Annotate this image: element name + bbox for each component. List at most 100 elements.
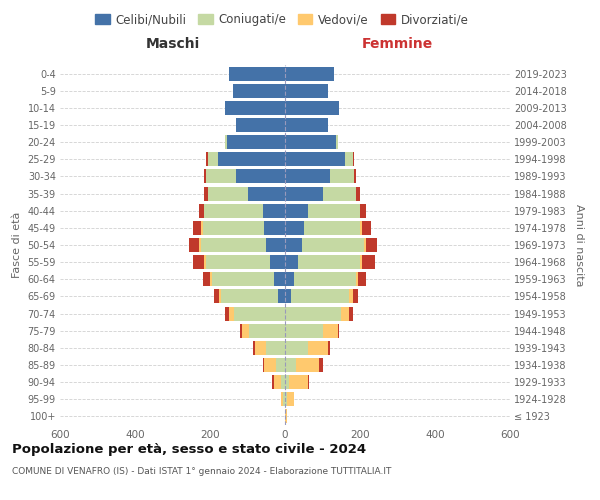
Bar [281,392,283,406]
Bar [360,204,365,218]
Bar [208,186,248,200]
Bar [253,341,255,355]
Bar [266,238,285,252]
Bar [218,152,285,166]
Bar [285,66,334,80]
Bar [353,290,358,304]
Bar [227,135,285,149]
Bar [356,186,360,200]
Bar [272,375,274,389]
Bar [236,170,285,183]
Bar [263,358,265,372]
Y-axis label: Fasce di età: Fasce di età [12,212,22,278]
Bar [225,306,229,320]
Bar [242,324,250,338]
Bar [225,101,285,115]
Bar [235,306,285,320]
Bar [203,272,210,286]
Bar [285,186,323,200]
Bar [205,204,263,218]
Bar [263,204,285,218]
Bar [349,306,353,320]
Bar [193,221,200,235]
Bar [353,152,355,166]
Bar [285,135,335,149]
Bar [285,84,328,98]
Bar [220,290,221,304]
Bar [199,238,200,252]
Bar [304,221,360,235]
Bar [285,324,323,338]
Bar [229,306,235,320]
Bar [205,170,206,183]
Bar [248,186,285,200]
Bar [285,272,295,286]
Bar [221,290,277,304]
Bar [364,238,365,252]
Bar [199,204,205,218]
Bar [283,392,285,406]
Bar [337,324,340,338]
Bar [358,272,365,286]
Legend: Celibi/Nubili, Coniugati/e, Vedovi/e, Divorziati/e: Celibi/Nubili, Coniugati/e, Vedovi/e, Di… [91,8,473,31]
Bar [229,66,285,80]
Bar [349,290,353,304]
Text: Popolazione per età, sesso e stato civile - 2024: Popolazione per età, sesso e stato civil… [12,442,366,456]
Bar [285,358,296,372]
Bar [287,392,295,406]
Bar [308,204,360,218]
Bar [212,272,274,286]
Bar [265,221,285,235]
Bar [277,290,285,304]
Bar [206,152,208,166]
Text: COMUNE DI VENAFRO (IS) - Dati ISTAT 1° gennaio 2024 - Elaborazione TUTTITALIA.IT: COMUNE DI VENAFRO (IS) - Dati ISTAT 1° g… [12,468,391,476]
Y-axis label: Anni di nascita: Anni di nascita [574,204,584,286]
Bar [265,358,275,372]
Bar [345,152,353,166]
Bar [289,375,308,389]
Bar [319,358,323,372]
Bar [190,238,199,252]
Bar [281,375,285,389]
Bar [298,255,360,269]
Bar [250,324,285,338]
Text: Maschi: Maschi [145,38,200,52]
Bar [285,118,328,132]
Bar [308,341,328,355]
Bar [290,290,349,304]
Bar [285,392,287,406]
Bar [285,170,330,183]
Bar [328,341,330,355]
Bar [285,255,298,269]
Bar [205,255,206,269]
Bar [225,135,227,149]
Bar [360,255,362,269]
Bar [285,101,340,115]
Bar [203,221,265,235]
Bar [206,255,270,269]
Bar [341,306,349,320]
Bar [296,358,319,372]
Bar [295,272,356,286]
Bar [355,170,356,183]
Bar [233,84,285,98]
Bar [210,272,212,286]
Bar [266,341,285,355]
Bar [205,186,208,200]
Bar [360,221,362,235]
Bar [285,204,308,218]
Text: Femmine: Femmine [362,38,433,52]
Bar [274,272,285,286]
Bar [285,306,341,320]
Bar [206,170,236,183]
Bar [335,135,337,149]
Bar [240,324,242,338]
Bar [365,238,377,252]
Bar [362,221,371,235]
Bar [285,152,345,166]
Bar [255,341,266,355]
Bar [200,221,203,235]
Bar [285,375,289,389]
Bar [274,375,281,389]
Bar [323,324,337,338]
